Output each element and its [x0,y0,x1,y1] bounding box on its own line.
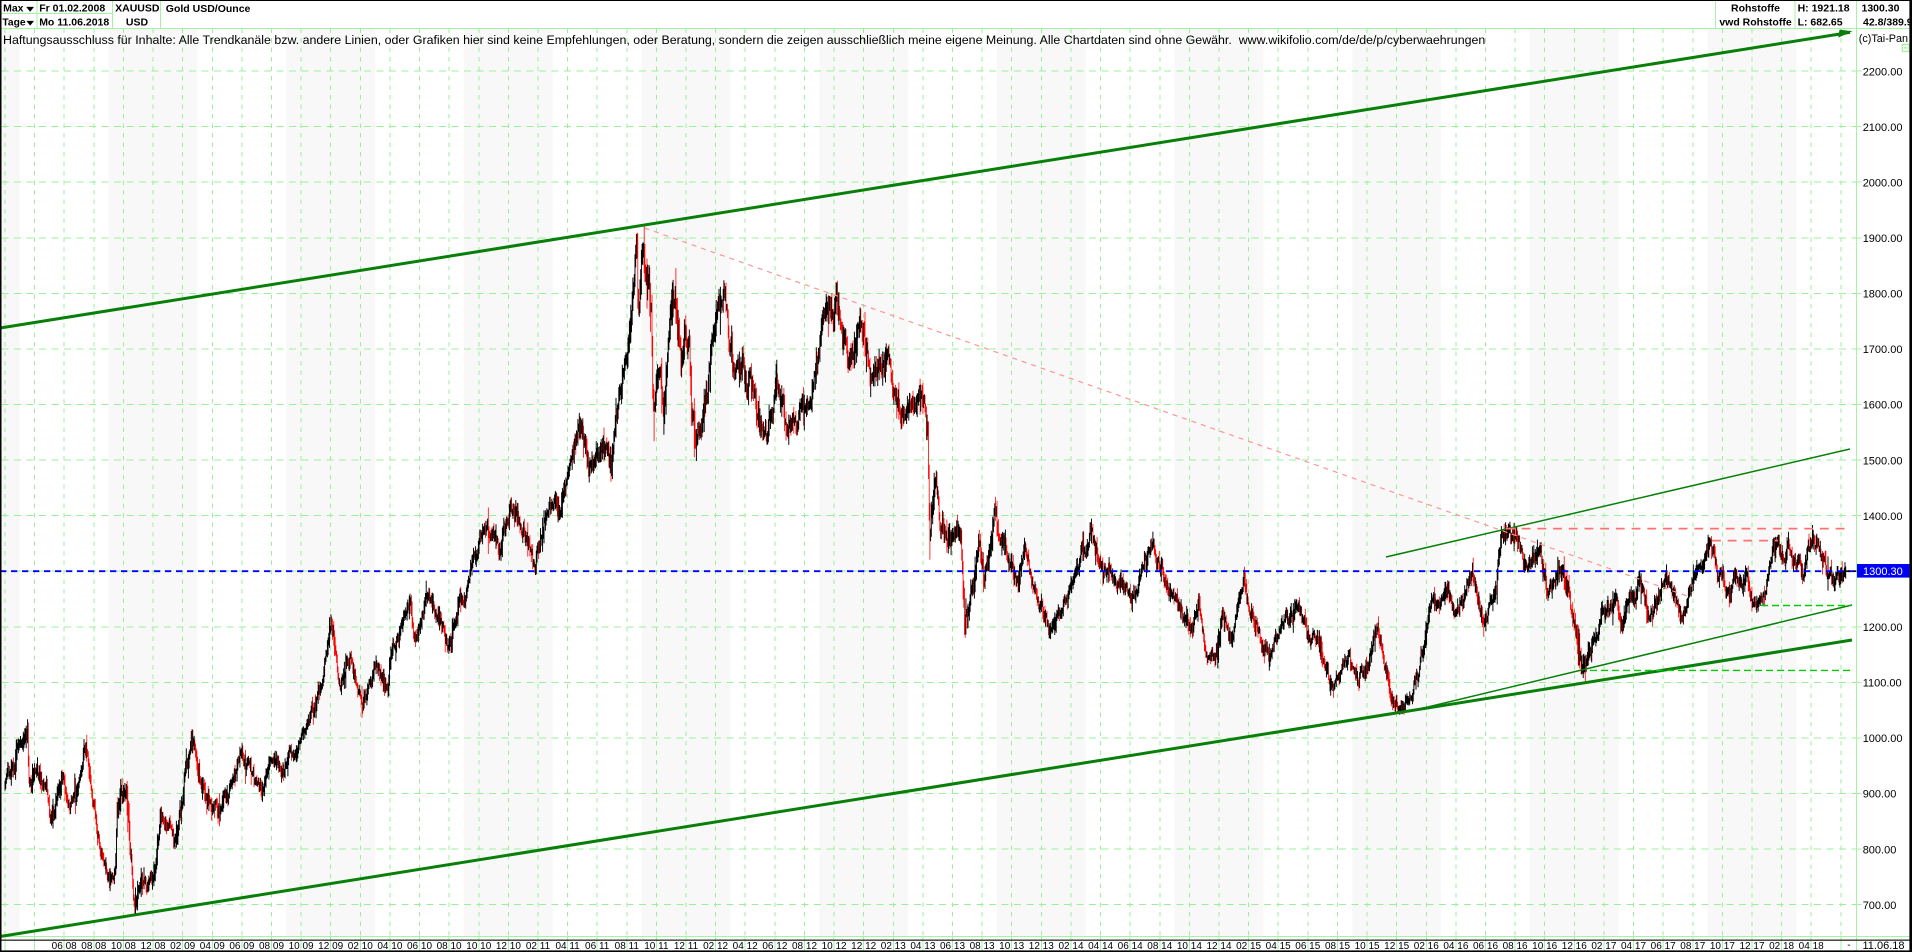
svg-text:1300.30: 1300.30 [1862,3,1900,15]
svg-text:12 12: 12 12 [851,941,876,952]
svg-text:1400.00: 1400.00 [1863,511,1903,523]
svg-text:Gold USD/Ounce: Gold USD/Ounce [166,3,251,15]
svg-text:1800.00: 1800.00 [1863,289,1903,301]
svg-text:10 09: 10 09 [289,941,314,952]
svg-text:10 15: 10 15 [1355,941,1380,952]
svg-text:08 12: 08 12 [792,941,817,952]
svg-text:L: 682.65: L: 682.65 [1798,16,1843,28]
svg-text:1000.00: 1000.00 [1863,733,1903,745]
svg-text:10 08: 10 08 [111,941,136,952]
svg-text:08 16: 08 16 [1503,941,1528,952]
svg-text:04 11: 04 11 [555,941,580,952]
svg-text:H: 1921.18: H: 1921.18 [1798,3,1850,15]
svg-text:USD: USD [126,16,149,28]
svg-text:06 10: 06 10 [407,941,432,952]
svg-text:08 08: 08 08 [81,941,106,952]
svg-text:700.00: 700.00 [1863,900,1897,912]
svg-text:12 15: 12 15 [1384,941,1409,952]
svg-text:10 12: 10 12 [822,941,847,952]
svg-text:06 17: 06 17 [1651,941,1676,952]
svg-text:12 16: 12 16 [1562,941,1587,952]
svg-text:06 09: 06 09 [229,941,254,952]
svg-text:12 09: 12 09 [318,941,343,952]
svg-text:Mo 11.06.2018: Mo 11.06.2018 [39,16,109,28]
svg-text:04 17: 04 17 [1621,941,1646,952]
svg-text:1700.00: 1700.00 [1863,344,1903,356]
svg-text:11.06.18: 11.06.18 [1863,940,1905,952]
svg-text:02 15: 02 15 [1236,941,1261,952]
svg-text:Fr 01.02.2008: Fr 01.02.2008 [39,3,105,15]
svg-text:08 17: 08 17 [1680,941,1705,952]
svg-text:12 14: 12 14 [1206,941,1231,952]
svg-text:08 11: 08 11 [615,941,640,952]
svg-text:06 14: 06 14 [1118,941,1143,952]
svg-text:1500.00: 1500.00 [1863,455,1903,467]
svg-text:04 10: 04 10 [377,941,402,952]
svg-text:2200.00: 2200.00 [1863,66,1903,78]
svg-text:12 17: 12 17 [1739,941,1764,952]
svg-text:800.00: 800.00 [1863,844,1897,856]
svg-text:04 12: 04 12 [733,941,758,952]
svg-text:1200.00: 1200.00 [1863,622,1903,634]
svg-text:2000.00: 2000.00 [1863,177,1903,189]
svg-text:(c)Tai-Pan: (c)Tai-Pan [1859,33,1908,45]
svg-text:12 08: 12 08 [141,941,166,952]
svg-text:02 12: 02 12 [703,941,728,952]
svg-text:Tage: Tage [2,16,25,28]
svg-text:10 10: 10 10 [466,941,491,952]
svg-text:2100.00: 2100.00 [1863,122,1903,134]
svg-text:08 15: 08 15 [1325,941,1350,952]
svg-text:08 13: 08 13 [970,941,995,952]
svg-text:vwd Rohstoffe: vwd Rohstoffe [1719,16,1791,28]
svg-text:Max: Max [3,3,24,15]
svg-text:02 13: 02 13 [881,941,906,952]
svg-text:XAUUSD: XAUUSD [115,3,160,15]
svg-text:10 11: 10 11 [644,941,669,952]
svg-text:02 18: 02 18 [1769,941,1794,952]
svg-text:1100.00: 1100.00 [1863,678,1902,690]
svg-text:42.8/389.9: 42.8/389.9 [1863,16,1912,28]
svg-text:10 16: 10 16 [1532,941,1557,952]
svg-text:12 11: 12 11 [674,941,699,952]
svg-text:02 09: 02 09 [170,941,195,952]
svg-text:1900.00: 1900.00 [1863,233,1903,245]
svg-text:02 10: 02 10 [348,941,373,952]
svg-text:06 08: 06 08 [52,941,77,952]
svg-text:1600.00: 1600.00 [1863,400,1903,412]
svg-text:04 15: 04 15 [1266,941,1291,952]
svg-text:08 09: 08 09 [259,941,284,952]
svg-text:04 14: 04 14 [1088,941,1113,952]
svg-text:06 12: 06 12 [762,941,787,952]
svg-text:10 14: 10 14 [1177,941,1202,952]
svg-text:02 16: 02 16 [1414,941,1439,952]
svg-text:02 11: 02 11 [526,941,551,952]
svg-text:Rohstoffe: Rohstoffe [1731,3,1780,15]
svg-text:06 13: 06 13 [940,941,965,952]
svg-text:02 14: 02 14 [1058,941,1083,952]
svg-text:10 17: 10 17 [1710,941,1735,952]
svg-text:06 11: 06 11 [585,941,610,952]
svg-text:08 14: 08 14 [1147,941,1172,952]
svg-text:06 16: 06 16 [1473,941,1498,952]
svg-text:900.00: 900.00 [1863,789,1897,801]
svg-text:12 10: 12 10 [496,941,521,952]
svg-text:Haftungsausschluss für Inhalte: Haftungsausschluss für Inhalte: Alle Tre… [3,33,1485,47]
svg-text:04 18: 04 18 [1799,941,1824,952]
svg-text:02 17: 02 17 [1591,941,1616,952]
svg-text:12 13: 12 13 [1029,941,1054,952]
svg-text:04 09: 04 09 [200,941,225,952]
svg-text:-: - [1847,940,1850,951]
svg-text:08 10: 08 10 [437,941,462,952]
svg-text:04 16: 04 16 [1443,941,1468,952]
svg-text:1300.30: 1300.30 [1863,566,1903,578]
svg-text:06 15: 06 15 [1295,941,1320,952]
svg-text:10 13: 10 13 [999,941,1024,952]
svg-text:04 13: 04 13 [910,941,935,952]
